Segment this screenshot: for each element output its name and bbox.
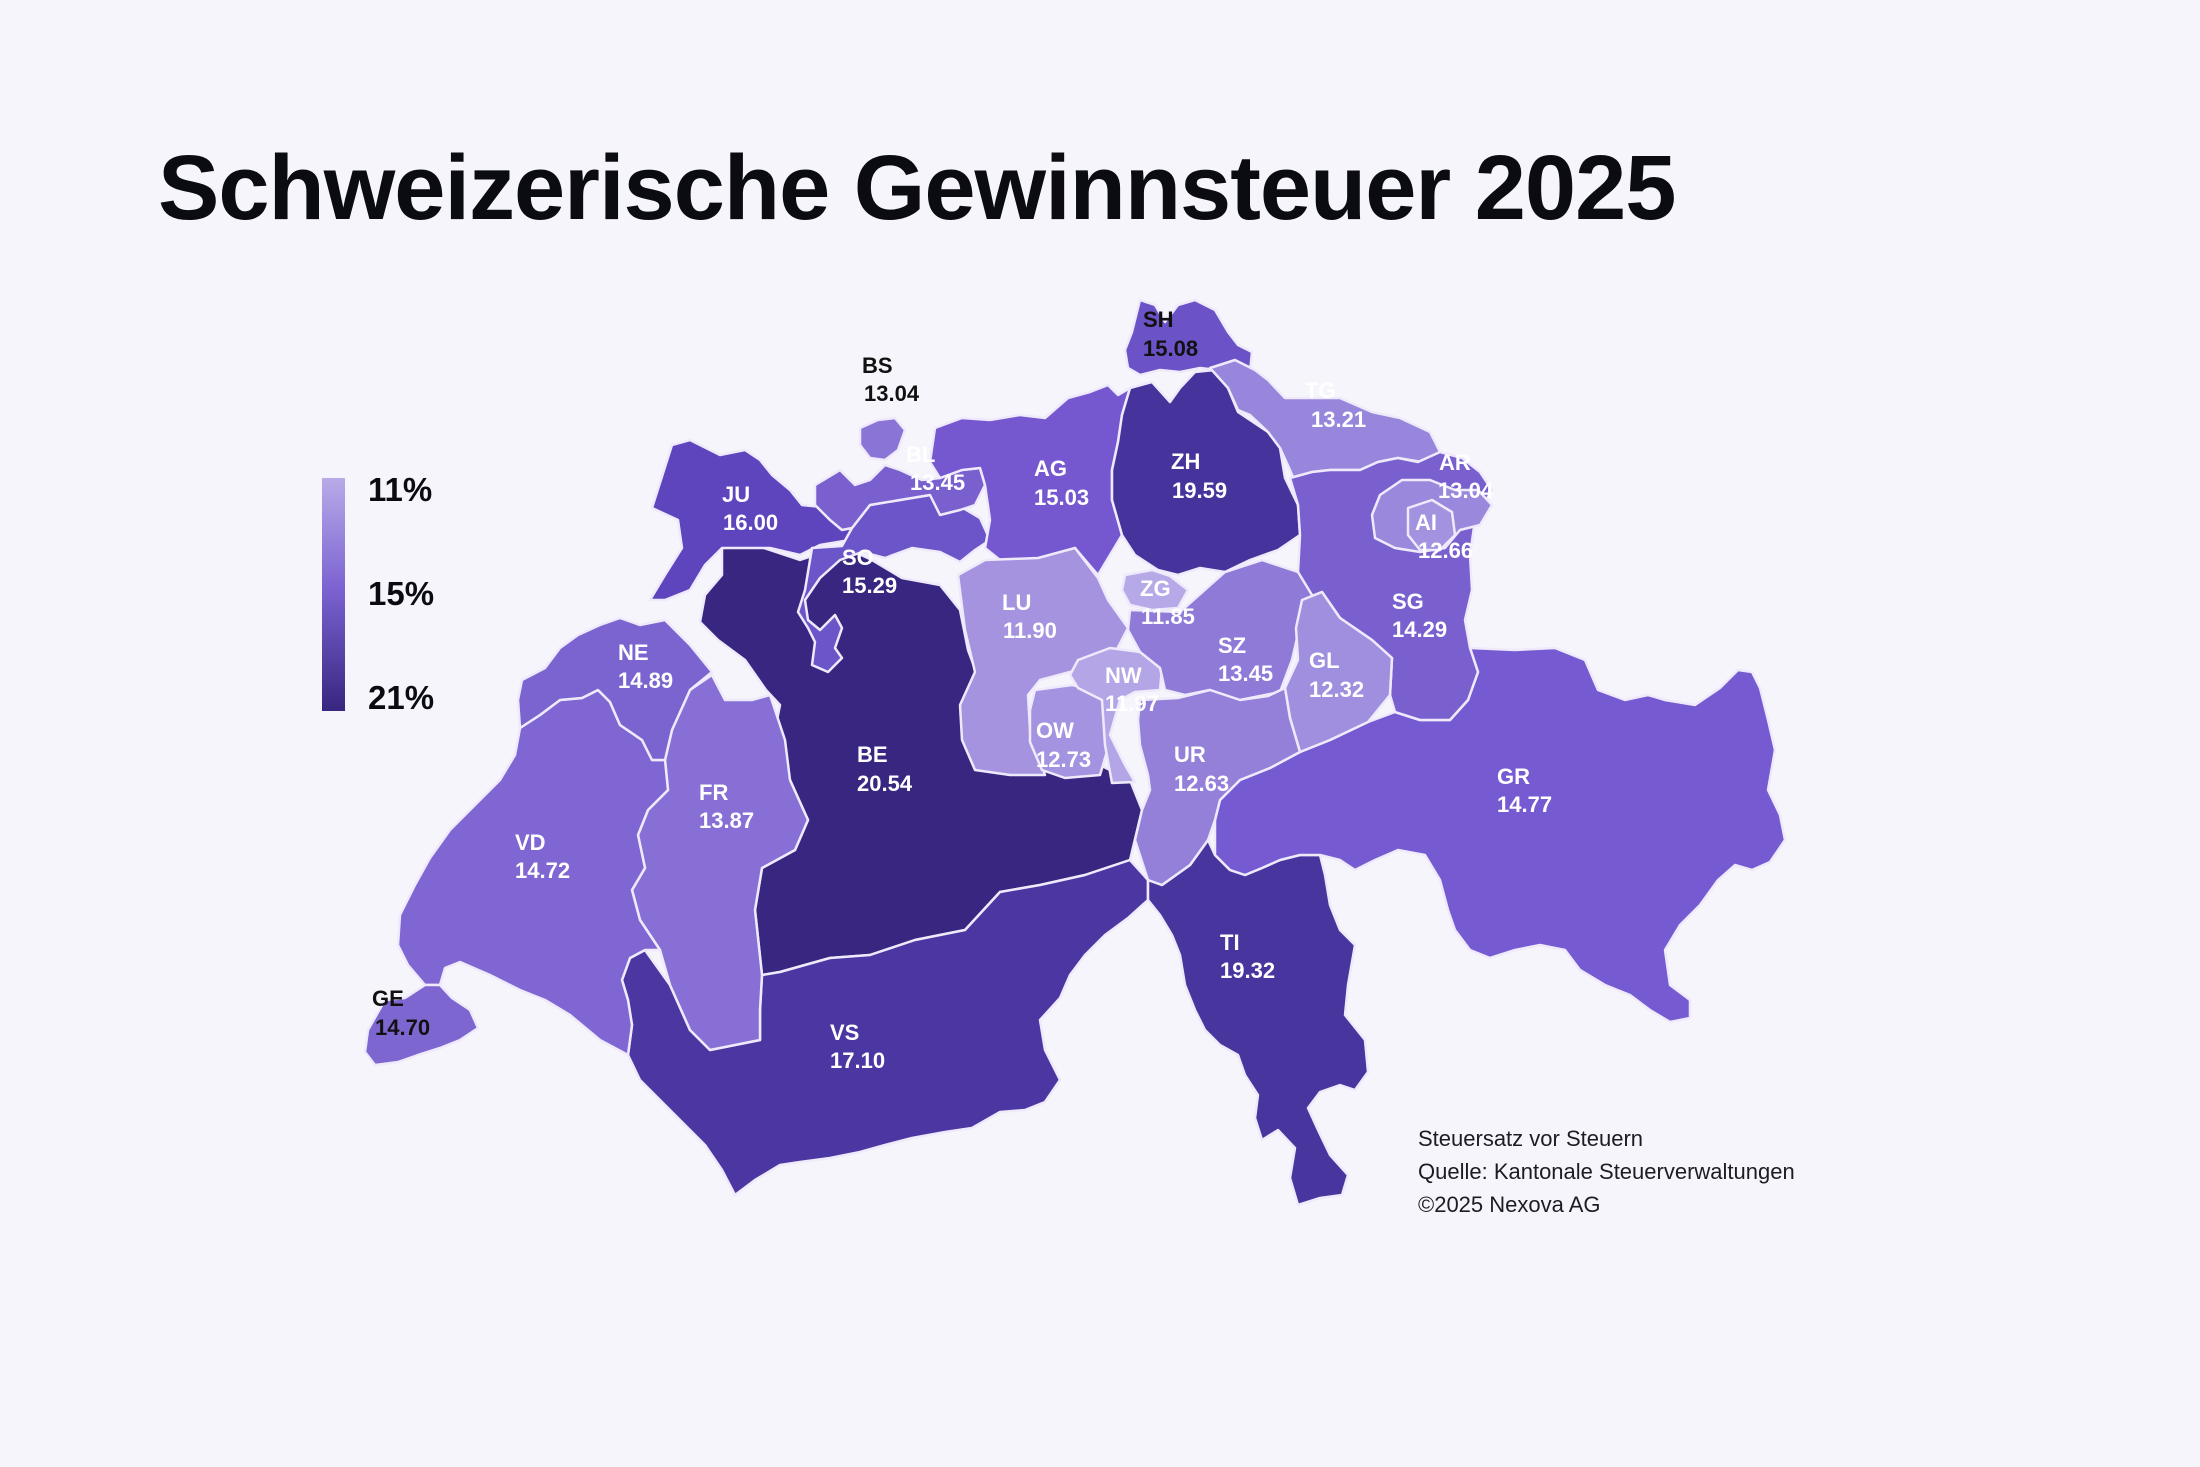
canton-gl bbox=[1283, 590, 1394, 754]
canton-value-tg: 13.21 bbox=[1311, 407, 1366, 432]
canton-code-sg: SG bbox=[1392, 589, 1424, 614]
canton-value-nw: 11.97 bbox=[1105, 691, 1159, 716]
canton-code-ge: GE bbox=[372, 986, 404, 1011]
canton-ur bbox=[1133, 686, 1302, 887]
note-tax-basis: Steuersatz vor Steuern bbox=[1418, 1126, 1644, 1151]
canton-code-bs: BS bbox=[862, 353, 893, 378]
canton-code-gl: GL bbox=[1309, 648, 1340, 673]
canton-code-be: BE bbox=[857, 742, 888, 767]
canton-value-ai: 12.66 bbox=[1418, 538, 1473, 563]
note-copyright: ©2025 Nexova AG bbox=[1418, 1192, 1601, 1217]
canton-ne bbox=[516, 616, 714, 762]
canton-value-vd: 14.72 bbox=[515, 858, 570, 883]
canton-ai bbox=[1406, 498, 1457, 552]
canton-code-so: SO bbox=[842, 545, 874, 570]
canton-code-ai: AI bbox=[1415, 510, 1437, 535]
canton-value-ju: 16.00 bbox=[723, 510, 778, 535]
canton-code-sh: SH bbox=[1143, 307, 1174, 332]
canton-code-fr: FR bbox=[699, 780, 728, 805]
map-notes: Steuersatz vor Steuern Quelle: Kantonale… bbox=[1418, 1122, 1795, 1221]
canton-bs bbox=[858, 416, 907, 462]
canton-value-ti: 19.32 bbox=[1220, 958, 1275, 983]
canton-ge bbox=[363, 983, 480, 1067]
canton-value-sg: 14.29 bbox=[1392, 617, 1447, 642]
canton-code-nw: NW bbox=[1105, 663, 1142, 688]
canton-code-bl: BL bbox=[906, 442, 935, 467]
canton-lu bbox=[956, 546, 1130, 777]
canton-value-sh: 15.08 bbox=[1143, 336, 1198, 361]
canton-value-ne: 14.89 bbox=[618, 668, 673, 693]
canton-value-be: 20.54 bbox=[857, 771, 913, 796]
canton-bl bbox=[813, 463, 987, 532]
note-source: Quelle: Kantonale Steuerverwaltungen bbox=[1418, 1159, 1795, 1184]
canton-code-zh: ZH bbox=[1171, 449, 1200, 474]
canton-value-ur: 12.63 bbox=[1174, 771, 1229, 796]
canton-code-ti: TI bbox=[1220, 930, 1240, 955]
canton-code-vs: VS bbox=[830, 1020, 859, 1045]
canton-code-ne: NE bbox=[618, 640, 649, 665]
canton-value-bs: 13.04 bbox=[864, 381, 920, 406]
canton-value-gr: 14.77 bbox=[1497, 792, 1552, 817]
legend-color-bar bbox=[322, 478, 345, 711]
canton-ju bbox=[648, 438, 864, 602]
canton-value-sz: 13.45 bbox=[1218, 661, 1273, 686]
canton-value-bl: 13.45 bbox=[910, 470, 965, 495]
canton-zh bbox=[1110, 368, 1302, 577]
canton-value-vs: 17.10 bbox=[830, 1048, 885, 1073]
color-legend: 11% 15% 21% bbox=[322, 471, 482, 716]
canton-value-zg: 11.85 bbox=[1141, 604, 1195, 629]
canton-code-sz: SZ bbox=[1218, 633, 1246, 658]
canton-value-so: 15.29 bbox=[842, 573, 897, 598]
canton-code-vd: VD bbox=[515, 830, 546, 855]
canton-code-ar: AR bbox=[1439, 450, 1471, 475]
legend-tick-high: 21% bbox=[368, 679, 435, 716]
canton-value-ow: 12.73 bbox=[1036, 747, 1091, 772]
canton-code-tg: TG bbox=[1305, 378, 1336, 403]
map-title: Schweizerische Gewinnsteuer 2025 bbox=[158, 137, 1676, 239]
canton-zg bbox=[1120, 568, 1190, 612]
canton-code-gr: GR bbox=[1497, 764, 1530, 789]
canton-value-zh: 19.59 bbox=[1172, 478, 1227, 503]
legend-tick-mid: 15% bbox=[368, 575, 435, 612]
canton-value-ag: 15.03 bbox=[1034, 485, 1089, 510]
canton-code-ag: AG bbox=[1034, 456, 1067, 481]
canton-value-fr: 13.87 bbox=[699, 808, 754, 833]
canton-code-ur: UR bbox=[1174, 742, 1206, 767]
canton-value-ar: 13.04 bbox=[1438, 478, 1494, 503]
canton-code-ju: JU bbox=[722, 482, 750, 507]
canton-value-gl: 12.32 bbox=[1309, 677, 1364, 702]
canton-code-ow: OW bbox=[1036, 718, 1074, 743]
canton-value-ge: 14.70 bbox=[375, 1015, 430, 1040]
canton-code-lu: LU bbox=[1002, 590, 1031, 615]
canton-ti bbox=[1146, 838, 1370, 1207]
legend-tick-low: 11% bbox=[368, 471, 433, 508]
canton-value-lu: 11.90 bbox=[1003, 618, 1057, 643]
canton-code-zg: ZG bbox=[1140, 576, 1171, 601]
